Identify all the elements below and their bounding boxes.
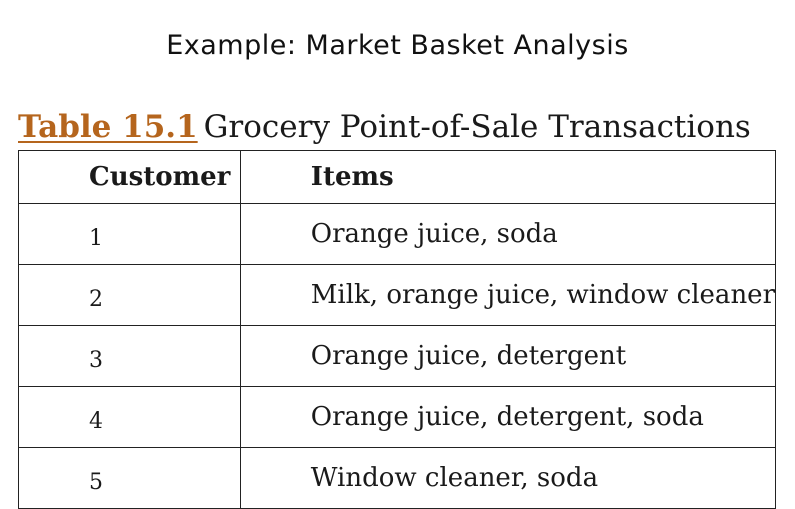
table-row: 2 Milk, orange juice, window cleaner — [18, 264, 777, 326]
items-cell: Orange juice, detergent, soda — [239, 386, 777, 448]
items-cell: Window cleaner, soda — [239, 447, 777, 509]
items-cell: Milk, orange juice, window cleaner — [239, 264, 777, 326]
table-number-link[interactable]: Table 15.1 — [18, 109, 198, 145]
table-caption-text: Grocery Point-of-Sale Transactions — [203, 109, 751, 145]
grocery-transactions-table: Customer Items 1 Orange juice, soda 2 Mi… — [18, 150, 777, 509]
table-row: 4 Orange juice, detergent, soda — [18, 386, 777, 448]
slide-title: Example: Market Basket Analysis — [166, 30, 629, 61]
table-caption: Table 15.1 Grocery Point-of-Sale Transact… — [18, 108, 751, 146]
customer-cell: 5 — [18, 447, 241, 509]
customer-column-header: Customer — [18, 150, 241, 204]
items-column-header: Items — [239, 150, 777, 204]
customer-cell: 4 — [18, 386, 241, 448]
items-cell: Orange juice, detergent — [239, 325, 777, 387]
customer-cell: 1 — [18, 203, 241, 265]
table-row: 5 Window cleaner, soda — [18, 447, 777, 509]
items-cell: Orange juice, soda — [239, 203, 777, 265]
customer-cell: 3 — [18, 325, 241, 387]
table-header-row: Customer Items — [18, 150, 777, 204]
table-row: 1 Orange juice, soda — [18, 203, 777, 265]
customer-cell: 2 — [18, 264, 241, 326]
table-row: 3 Orange juice, detergent — [18, 325, 777, 387]
